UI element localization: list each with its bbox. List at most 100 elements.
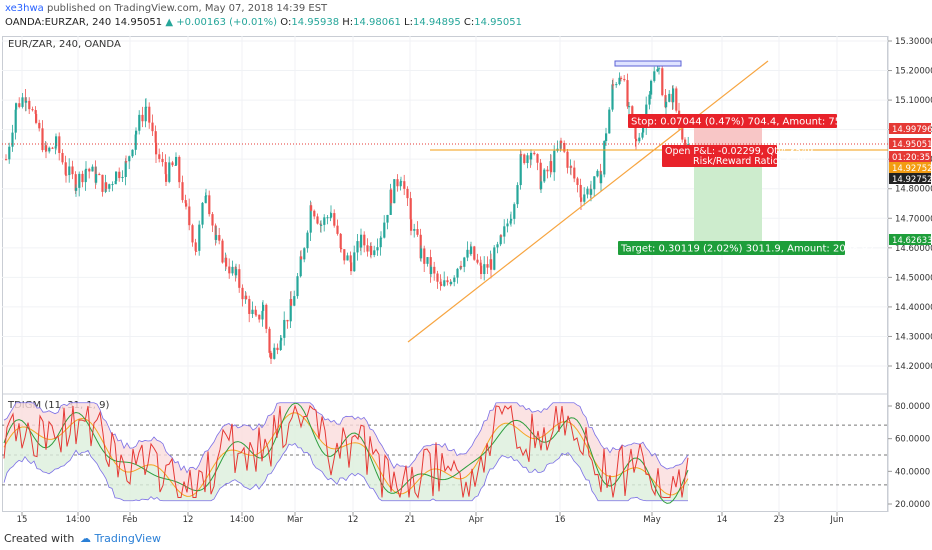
candle-body	[309, 205, 312, 233]
candle-body	[265, 304, 268, 329]
candle-body	[306, 232, 309, 249]
price-axis[interactable]: 15.3000015.2000015.1000015.0000014.90000…	[888, 37, 932, 372]
candle-body	[483, 264, 486, 275]
price-tag	[889, 173, 931, 184]
target-text: Target: 0.30119 (2.02%) 3011.9, Amount: …	[620, 244, 874, 255]
candle-body	[373, 250, 376, 256]
candle-body	[620, 77, 623, 79]
author-link[interactable]: xe3hwa	[5, 3, 44, 14]
candle-body	[161, 158, 164, 163]
indicator-pane-title: TDIGM (11, 31, 1, 9)	[7, 400, 109, 411]
candle-body	[31, 109, 34, 111]
candle-body	[453, 277, 456, 282]
candle-body	[68, 166, 71, 176]
candle-body	[208, 195, 211, 215]
footer: Created with ☁ TradingView	[0, 527, 932, 550]
candle-body	[101, 174, 104, 192]
candle-body	[516, 185, 519, 205]
candle-body	[5, 159, 8, 161]
candle-body	[273, 347, 276, 359]
candle-body	[215, 235, 218, 240]
candle-body	[141, 114, 144, 122]
candle-body	[631, 106, 634, 122]
candle-body	[164, 162, 167, 175]
candle-body	[350, 262, 353, 272]
candle-body	[593, 176, 596, 190]
candle-body	[423, 248, 426, 264]
candle-body	[98, 174, 101, 176]
candle-body	[300, 256, 303, 260]
candle-body	[566, 151, 569, 168]
candle-body	[248, 299, 251, 314]
stop-label[interactable]: Stop: 0.07044 (0.47%) 704.4, Amount: 750…	[628, 114, 863, 128]
candle-body	[623, 78, 626, 81]
tradingview-logo[interactable]: ☁ TradingView	[80, 532, 161, 545]
candle-body	[48, 147, 51, 152]
price-tick-label: 14.40000	[895, 303, 932, 313]
indicator-axis[interactable]: 80.0000 60.0000 40.0000 20.0000	[888, 402, 930, 510]
high-value: 14.98061	[353, 17, 401, 28]
candle-body	[225, 257, 228, 267]
brand-text: TradingView	[94, 532, 161, 545]
candle-body	[51, 147, 54, 149]
candle-body	[155, 142, 158, 155]
candle-body	[612, 84, 615, 86]
candle-body	[493, 247, 496, 270]
candle-body	[380, 237, 383, 239]
candle-body	[343, 249, 346, 261]
risk-reward-text: Risk/Reward Ratio: 4.28	[693, 156, 806, 167]
candle-body	[299, 256, 302, 277]
candle-body	[363, 234, 366, 246]
publish-line: xe3hwa published on TradingView.com, May…	[5, 3, 327, 14]
price-tag-text: 14.62633	[892, 236, 932, 246]
time-tick-label: 14:00	[66, 515, 91, 525]
pl-label[interactable]: Open P&L: -0.02299, Qty: 3549 Risk/Rewar…	[662, 145, 813, 167]
time-tick-label: Jun	[829, 515, 843, 525]
candle-body	[641, 132, 644, 138]
candle-body	[238, 269, 241, 288]
candle-body	[231, 266, 234, 274]
candle-body	[340, 248, 343, 250]
candle-body	[336, 225, 339, 234]
candle-body	[390, 189, 393, 204]
candle-body	[596, 170, 599, 177]
candle-body	[55, 136, 58, 147]
price-change: ▲ +0.00163 (+0.01%)	[165, 17, 278, 28]
stop-text: Stop: 0.07044 (0.47%) 704.4, Amount: 750…	[631, 117, 863, 128]
candle-body	[121, 176, 124, 179]
target-label[interactable]: Target: 0.30119 (2.02%) 3011.9, Amount: …	[618, 241, 874, 255]
created-with-text: Created with	[4, 532, 75, 545]
price-tags: 14.9979614.9505101:20:3514.9275214.92752…	[889, 123, 932, 246]
candle-body	[74, 174, 77, 191]
candle-body	[313, 210, 316, 217]
candle-body	[628, 106, 631, 108]
candle-body	[540, 181, 543, 190]
trend-line[interactable]	[407, 60, 769, 343]
open-pl-text: Open P&L: -0.02299, Qty: 3549	[665, 146, 813, 157]
time-axis[interactable]: 15 14:00 Feb 12 14:00 Mar 12 21 Apr 16 May 14 23 Jun	[17, 512, 844, 525]
candle-body	[283, 319, 286, 338]
price-tick-label: 15.20000	[895, 67, 932, 77]
candle-body	[615, 84, 618, 86]
candle-body	[533, 152, 536, 155]
price-tag-text: 14.92752	[892, 175, 932, 185]
price-tick-label: 15.30000	[895, 37, 932, 47]
candle-body	[499, 235, 502, 245]
symbol-label: OANDA:EURZAR, 240	[5, 17, 112, 28]
candle-body	[409, 198, 412, 220]
candle-body	[251, 309, 254, 314]
candle-body	[289, 299, 292, 322]
candle-body	[81, 173, 84, 183]
time-tick-label: 14:00	[230, 515, 255, 525]
candle-body	[154, 131, 157, 143]
candle-body	[323, 217, 326, 225]
low-value: 14.94895	[413, 17, 461, 28]
price-tick-label: 14.70000	[895, 214, 932, 224]
resistance-box[interactable]	[614, 60, 682, 67]
candle-body	[440, 284, 443, 286]
candle-body	[413, 229, 416, 231]
ohlc-line: OANDA:EURZAR, 240 14.95051 ▲ +0.00163 (+…	[5, 17, 522, 28]
candle-body	[174, 164, 177, 166]
candle-body	[410, 219, 413, 231]
